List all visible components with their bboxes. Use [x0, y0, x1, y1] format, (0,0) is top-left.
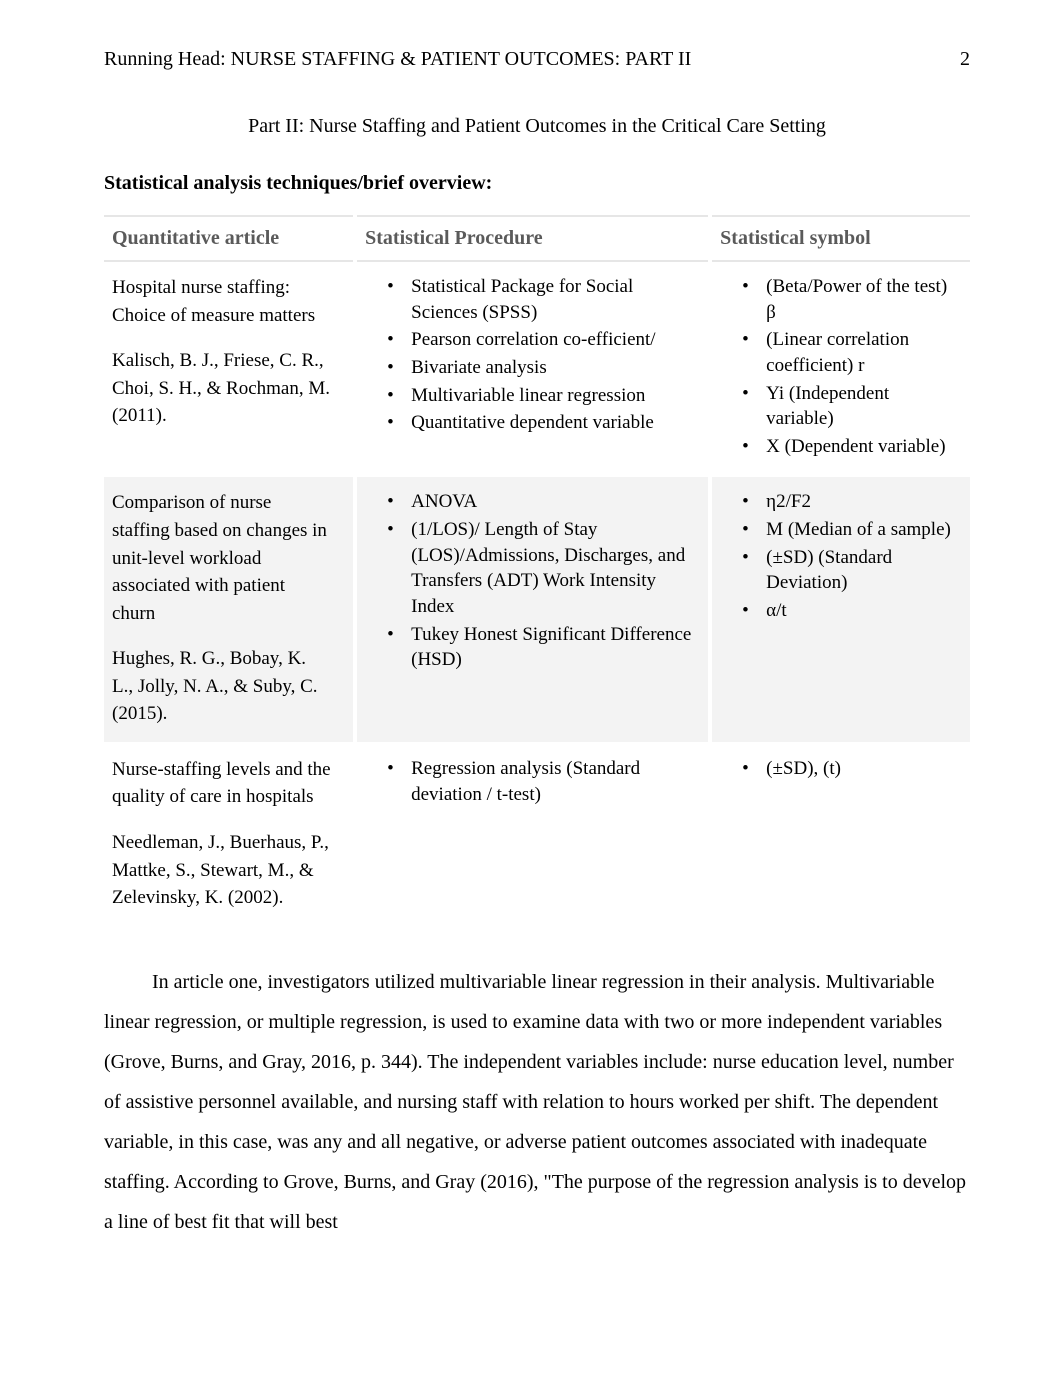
article-line: (2015).	[112, 700, 343, 728]
table-row: Comparison of nursestaffing based on cha…	[104, 476, 970, 742]
procedure-item: Tukey Honest Significant Difference (HSD…	[365, 622, 698, 673]
section-heading: Statistical analysis techniques/brief ov…	[104, 172, 970, 195]
symbol-cell: η2/F2M (Median of a sample)(±SD) (Standa…	[710, 476, 970, 742]
symbol-cell: (±SD), (t)	[710, 743, 970, 927]
procedure-cell: Statistical Package for Social Sciences …	[355, 261, 710, 476]
symbol-item: (Linear correlation coefficient) r	[720, 327, 960, 378]
procedure-cell: Regression analysis (Standard deviation …	[355, 743, 710, 927]
th-procedure: Statistical Procedure	[355, 216, 710, 261]
article-line: Zelevinsky, K. (2002).	[112, 884, 343, 912]
article-cell: Hospital nurse staffing:Choice of measur…	[104, 261, 355, 476]
article-line: Hospital nurse staffing:	[112, 274, 343, 302]
article-line: unit-level workload	[112, 545, 343, 573]
article-line: staffing based on changes in	[112, 517, 343, 545]
procedure-item: Regression analysis (Standard deviation …	[365, 756, 698, 807]
article-line: Comparison of nurse	[112, 489, 343, 517]
procedure-item: Quantitative dependent variable	[365, 410, 698, 436]
symbol-item: (±SD) (Standard Deviation)	[720, 545, 960, 596]
symbol-item: α/t	[720, 598, 960, 624]
article-cell: Nurse-staffing levels and thequality of …	[104, 743, 355, 927]
stats-table: Quantitative article Statistical Procedu…	[104, 215, 970, 928]
procedure-cell: ANOVA(1/LOS)/ Length of Stay (LOS)/Admis…	[355, 476, 710, 742]
symbol-item: (±SD), (t)	[720, 756, 960, 782]
article-line: Choi, S. H., & Rochman, M.	[112, 375, 343, 403]
procedure-item: Pearson correlation co-efficient/	[365, 327, 698, 353]
part-title: Part II: Nurse Staffing and Patient Outc…	[104, 115, 970, 138]
article-cell: Comparison of nursestaffing based on cha…	[104, 476, 355, 742]
procedure-item: Statistical Package for Social Sciences …	[365, 274, 698, 325]
symbol-item: M (Median of a sample)	[720, 517, 960, 543]
symbol-item: Yi (Independent variable)	[720, 381, 960, 432]
symbol-item: η2/F2	[720, 489, 960, 515]
body-paragraph: In article one, investigators utilized m…	[104, 962, 970, 1242]
article-line: Nurse-staffing levels and the	[112, 756, 343, 784]
table-header-row: Quantitative article Statistical Procedu…	[104, 216, 970, 261]
article-line: Mattke, S., Stewart, M., &	[112, 857, 343, 885]
running-head-left: Running Head: NURSE STAFFING & PATIENT O…	[104, 48, 691, 71]
running-head: Running Head: NURSE STAFFING & PATIENT O…	[104, 48, 970, 71]
page-number: 2	[960, 48, 970, 71]
table-row: Hospital nurse staffing:Choice of measur…	[104, 261, 970, 476]
symbol-cell: (Beta/Power of the test) β(Linear correl…	[710, 261, 970, 476]
procedure-item: (1/LOS)/ Length of Stay (LOS)/Admissions…	[365, 517, 698, 620]
article-line: Choice of measure matters	[112, 302, 343, 330]
procedure-item: Bivariate analysis	[365, 355, 698, 381]
symbol-item: (Beta/Power of the test) β	[720, 274, 960, 325]
article-line: churn	[112, 600, 343, 628]
article-line: (2011).	[112, 402, 343, 430]
symbol-item: X (Dependent variable)	[720, 434, 960, 460]
procedure-item: ANOVA	[365, 489, 698, 515]
article-line: quality of care in hospitals	[112, 783, 343, 811]
article-line: Needleman, J., Buerhaus, P.,	[112, 829, 343, 857]
th-symbol: Statistical symbol	[710, 216, 970, 261]
article-line: L., Jolly, N. A., & Suby, C.	[112, 673, 343, 701]
th-article: Quantitative article	[104, 216, 355, 261]
article-line: associated with patient	[112, 572, 343, 600]
table-row: Nurse-staffing levels and thequality of …	[104, 743, 970, 927]
article-line: Hughes, R. G., Bobay, K.	[112, 645, 343, 673]
procedure-item: Multivariable linear regression	[365, 383, 698, 409]
article-line: Kalisch, B. J., Friese, C. R.,	[112, 347, 343, 375]
